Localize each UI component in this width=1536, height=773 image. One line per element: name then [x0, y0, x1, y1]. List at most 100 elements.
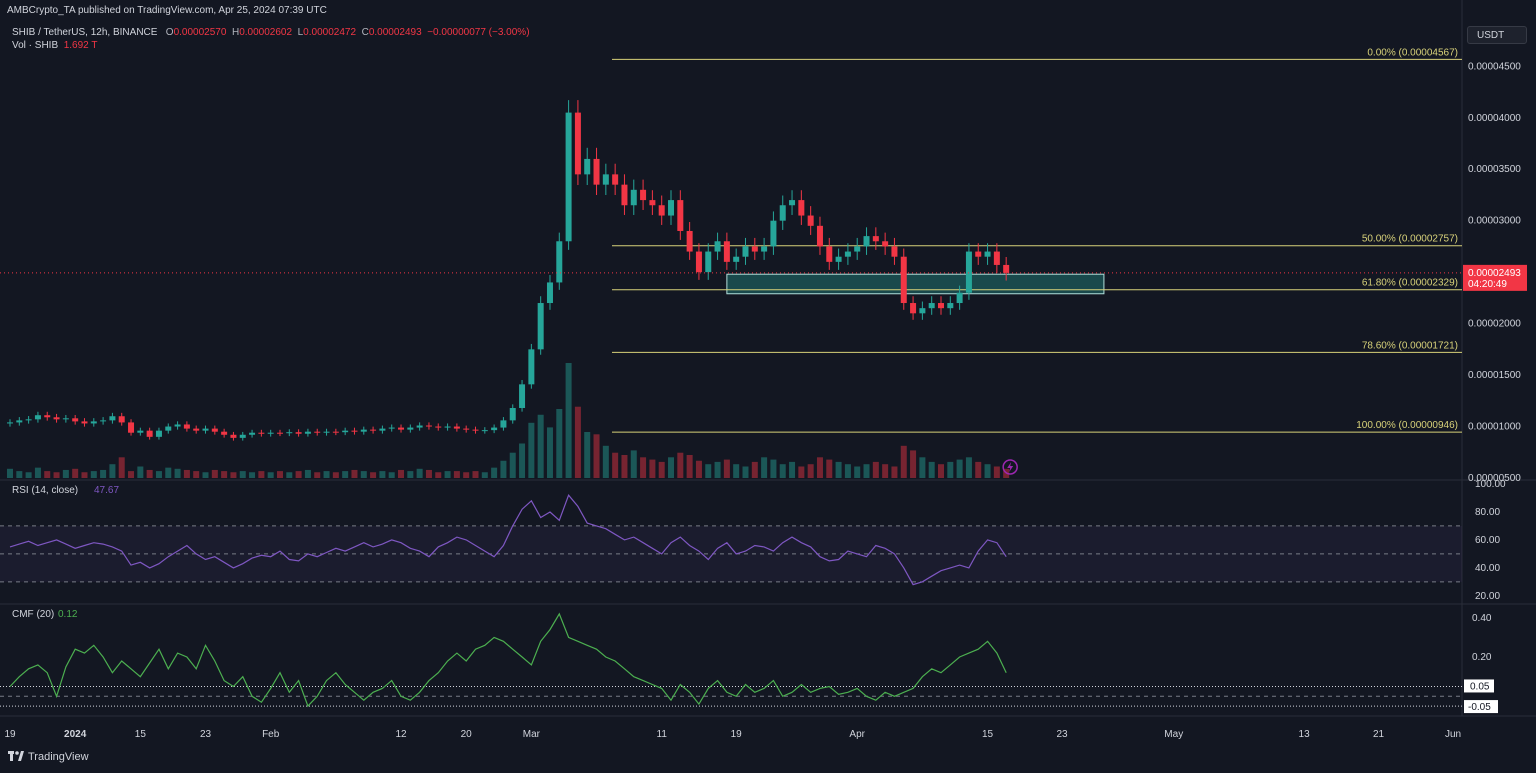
- volume-bar: [742, 466, 749, 478]
- candle-body: [174, 424, 181, 427]
- open-label: O: [165, 27, 174, 38]
- candle-body: [351, 430, 358, 432]
- candle-body: [640, 189, 647, 201]
- cmf-tick-label: -0.05: [1468, 702, 1491, 713]
- volume-bar: [779, 464, 786, 478]
- candle-body: [211, 428, 218, 432]
- volume-bar: [249, 472, 256, 478]
- volume-bar: [174, 468, 181, 478]
- candle-body: [602, 174, 609, 185]
- volume-legend: Vol · SHIB 1.692 T: [12, 40, 97, 51]
- candle-body: [44, 415, 51, 418]
- candle-body: [491, 427, 498, 431]
- volume-bar: [919, 457, 926, 478]
- candle-body: [965, 251, 972, 293]
- cmf-title: CMF (20): [12, 609, 54, 620]
- candle-body: [81, 421, 88, 424]
- time-tick-label: 15: [982, 729, 994, 740]
- candle-body: [183, 424, 190, 429]
- volume-bar: [584, 432, 591, 478]
- volume-bar: [723, 459, 730, 478]
- volume-bar: [81, 472, 88, 478]
- volume-bar: [388, 472, 395, 478]
- volume-bar: [193, 471, 200, 478]
- tradingview-logo-icon: [8, 751, 24, 761]
- candle-body: [239, 434, 246, 438]
- volume-bar: [221, 471, 228, 478]
- volume-bar: [332, 472, 339, 478]
- volume-bar: [323, 471, 330, 478]
- volume-bar: [816, 457, 823, 478]
- volume-bar: [686, 455, 693, 478]
- volume-bar: [658, 461, 665, 478]
- rsi-tick-label: 80.00: [1475, 507, 1500, 518]
- volume-bar: [956, 459, 963, 478]
- candle-body: [90, 421, 97, 424]
- volume-bar: [342, 471, 349, 478]
- candle-body: [686, 230, 693, 252]
- volume-bar: [128, 471, 135, 478]
- candle-body: [155, 430, 162, 437]
- currency-button[interactable]: USDT: [1467, 26, 1527, 44]
- rsi-title: RSI (14, close): [12, 485, 78, 496]
- volume-bar: [202, 472, 209, 478]
- volume-bar: [25, 472, 32, 478]
- candle-body: [16, 420, 23, 423]
- footer: TradingView: [8, 751, 89, 763]
- candle-body: [537, 303, 544, 350]
- candle-body: [779, 205, 786, 221]
- candle-body: [118, 416, 125, 423]
- candle-body: [919, 308, 926, 314]
- change-value: −0.00000077 (−3.00%): [427, 27, 530, 38]
- volume-bar: [640, 457, 647, 478]
- volume-bar: [556, 409, 563, 478]
- volume-value: 1.692 T: [63, 40, 98, 51]
- time-tick-label: Feb: [262, 729, 280, 740]
- candle-body: [276, 432, 283, 434]
- volume-bar: [993, 466, 1000, 478]
- volume-bar: [900, 445, 907, 478]
- candle-body: [993, 251, 1000, 265]
- time-tick-label: Apr: [849, 729, 865, 740]
- candle-body: [742, 246, 749, 257]
- volume-bar: [286, 472, 293, 478]
- high-label: H: [231, 27, 240, 38]
- volume-bar: [481, 472, 488, 478]
- candle-body: [714, 241, 721, 252]
- lightning-icon: [1002, 459, 1018, 475]
- volume-bar: [351, 469, 358, 478]
- candle-body: [723, 241, 730, 262]
- volume-bar: [379, 471, 386, 478]
- volume-bar: [398, 469, 405, 478]
- volume-bar: [230, 472, 237, 478]
- volume-bar: [267, 472, 274, 478]
- volume-bar: [425, 469, 432, 478]
- volume-bar: [537, 414, 544, 478]
- candle-body: [100, 420, 107, 422]
- volume-bar: [295, 471, 302, 478]
- candle-body: [444, 426, 451, 428]
- volume-bar: [649, 459, 656, 478]
- candle-body: [668, 200, 675, 216]
- volume-bar: [602, 445, 609, 478]
- candle-body: [872, 236, 879, 242]
- candle-body: [221, 431, 228, 435]
- candle-body: [398, 427, 405, 430]
- open-value: 0.00002570: [173, 27, 227, 38]
- candle-body: [472, 429, 479, 431]
- candle-body: [956, 292, 963, 304]
- time-tick-label: 2024: [64, 729, 87, 740]
- candle-body: [910, 303, 917, 314]
- candle-body: [612, 174, 619, 185]
- candle-body: [770, 220, 777, 247]
- fib-level-label: 50.00% (0.00002757): [1362, 234, 1458, 245]
- time-tick-label: Mar: [523, 729, 541, 740]
- candle-body: [53, 417, 60, 420]
- volume-bar: [453, 471, 460, 478]
- candle-body: [332, 431, 339, 433]
- volume-bar: [258, 471, 265, 478]
- candle-body: [630, 189, 637, 206]
- candle-body: [128, 422, 135, 433]
- candle-body: [407, 427, 414, 430]
